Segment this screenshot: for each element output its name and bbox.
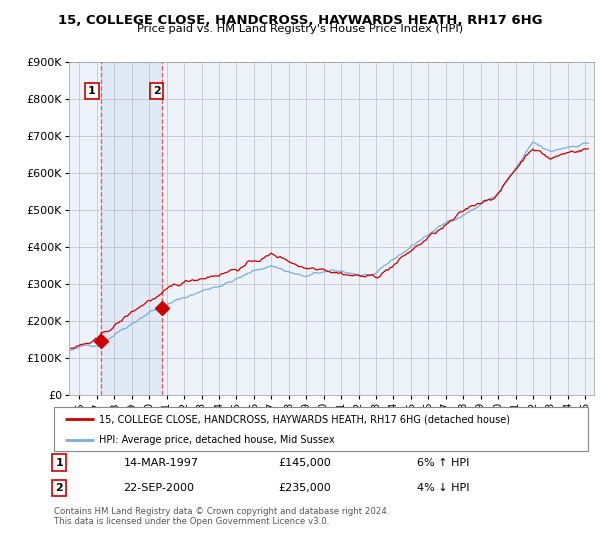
Text: £145,000: £145,000: [278, 458, 331, 468]
Text: 2: 2: [152, 86, 160, 96]
FancyBboxPatch shape: [54, 407, 588, 451]
Text: £235,000: £235,000: [278, 483, 331, 493]
Text: 1: 1: [55, 458, 63, 468]
Text: 14-MAR-1997: 14-MAR-1997: [124, 458, 199, 468]
Text: 15, COLLEGE CLOSE, HANDCROSS, HAYWARDS HEATH, RH17 6HG (detached house): 15, COLLEGE CLOSE, HANDCROSS, HAYWARDS H…: [100, 414, 511, 424]
Text: 1: 1: [88, 86, 96, 96]
Text: 6% ↑ HPI: 6% ↑ HPI: [417, 458, 469, 468]
Text: 15, COLLEGE CLOSE, HANDCROSS, HAYWARDS HEATH, RH17 6HG: 15, COLLEGE CLOSE, HANDCROSS, HAYWARDS H…: [58, 14, 542, 27]
Text: 4% ↓ HPI: 4% ↓ HPI: [417, 483, 470, 493]
Text: 22-SEP-2000: 22-SEP-2000: [124, 483, 194, 493]
Bar: [101, 62, 162, 395]
Text: HPI: Average price, detached house, Mid Sussex: HPI: Average price, detached house, Mid …: [100, 435, 335, 445]
Text: Price paid vs. HM Land Registry's House Price Index (HPI): Price paid vs. HM Land Registry's House …: [137, 24, 463, 34]
Text: Contains HM Land Registry data © Crown copyright and database right 2024.
This d: Contains HM Land Registry data © Crown c…: [54, 507, 389, 526]
Text: 2: 2: [55, 483, 63, 493]
